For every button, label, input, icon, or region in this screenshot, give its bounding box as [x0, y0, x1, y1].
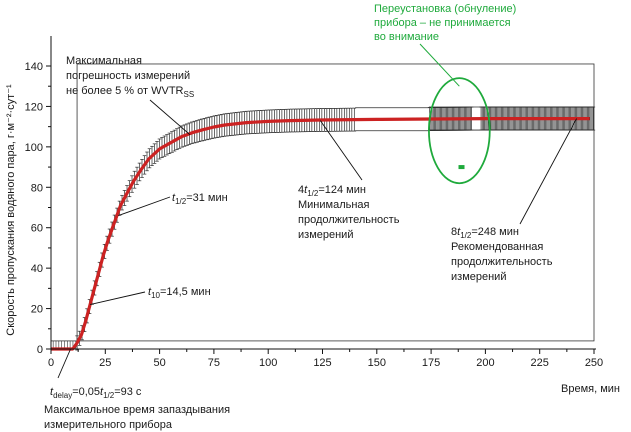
annotation-t-delay: tdelay=0,05t1/2=93 с Максимальное время …	[44, 386, 230, 431]
x-tick-label: 200	[476, 357, 494, 369]
x-tick-label: 225	[531, 357, 549, 369]
y-tick-label: 120	[25, 101, 43, 113]
rec-duration-line-1: 8t1/2=248 мин	[451, 226, 519, 240]
y-axis-title: Скорость пропускания водяного пара, г·м⁻…	[5, 84, 17, 336]
leader-line-green	[419, 43, 460, 87]
x-tick-label: 125	[313, 357, 331, 369]
annotation-recommended-duration: 8t1/2=248 мин Рекомендованная продолжите…	[451, 226, 553, 283]
x-axis-title: Время, мин	[561, 383, 620, 395]
y-tick-label: 60	[31, 223, 43, 235]
plot-marks	[50, 63, 596, 351]
min-duration-line-1: 4t1/2=124 мин	[298, 184, 366, 198]
y-tick-label: 0	[37, 344, 43, 356]
t10-label: t10=14,5 мин	[148, 286, 211, 300]
annotation-t-half: t1/2=31 мин	[172, 192, 228, 206]
x-tick-label: 100	[259, 357, 277, 369]
annotation-t10: t10=14,5 мин	[148, 286, 211, 300]
reset-line-3: во внимание	[374, 31, 439, 43]
min-duration-line-2: Минимальная	[298, 199, 370, 211]
x-tick-label: 75	[208, 357, 220, 369]
x-tick-label: 25	[99, 357, 111, 369]
y-tick-label: 40	[31, 263, 43, 275]
leader-line	[57, 348, 71, 379]
t-delay-line-3: измерительного прибора	[44, 419, 173, 431]
min-duration-line-3: продолжительность	[298, 214, 400, 226]
leader-line	[149, 99, 191, 136]
max-error-line-2: погрешность измерений	[66, 70, 190, 82]
max-error-line-3: не более 5 % от WVTRSS	[66, 85, 194, 99]
y-tick-label: 140	[25, 61, 43, 73]
t-delay-line-1: tdelay=0,05t1/2=93 с	[50, 386, 142, 400]
x-tick-label: 50	[153, 357, 165, 369]
leader-line	[519, 118, 578, 225]
leader-line	[118, 196, 171, 217]
y-tick-label: 20	[31, 304, 43, 316]
reference-frame	[76, 63, 595, 342]
annotation-max-error: Максимальная погрешность измерений не бо…	[66, 55, 194, 99]
annotation-reset: Переустановка (обнуление) прибора – не п…	[374, 3, 516, 43]
x-tick-label: 150	[368, 357, 386, 369]
reset-line-2: прибора – не принимается	[374, 17, 511, 29]
annotation-min-duration: 4t1/2=124 мин Минимальная продолжительно…	[298, 184, 400, 241]
t-half-label: t1/2=31 мин	[172, 192, 228, 206]
outlier-point	[458, 165, 465, 170]
leader-line	[89, 291, 146, 305]
min-duration-line-4: измерений	[298, 229, 353, 241]
y-tick-label: 80	[31, 182, 43, 194]
outlier-ellipse	[428, 77, 491, 185]
annotation-leaders	[57, 43, 578, 379]
rec-duration-line-3: продолжительность	[451, 256, 553, 268]
rec-duration-line-2: Рекомендованная	[451, 241, 543, 253]
rec-duration-line-4: измерений	[451, 271, 506, 283]
x-tick-label: 0	[48, 357, 54, 369]
x-tick-label: 175	[422, 357, 440, 369]
x-tick-label: 250	[585, 357, 603, 369]
max-error-line-1: Максимальная	[66, 55, 142, 67]
reset-line-1: Переустановка (обнуление)	[374, 3, 516, 15]
leader-line	[319, 120, 363, 181]
series-line	[51, 117, 590, 351]
axes: 0 25 50 75 100 125 150 175 200 225 250 0 20 40 60 80 100…	[25, 36, 603, 369]
t-delay-line-2: Максимальное время запаздывания	[44, 404, 230, 416]
y-tick-label: 100	[25, 142, 43, 154]
